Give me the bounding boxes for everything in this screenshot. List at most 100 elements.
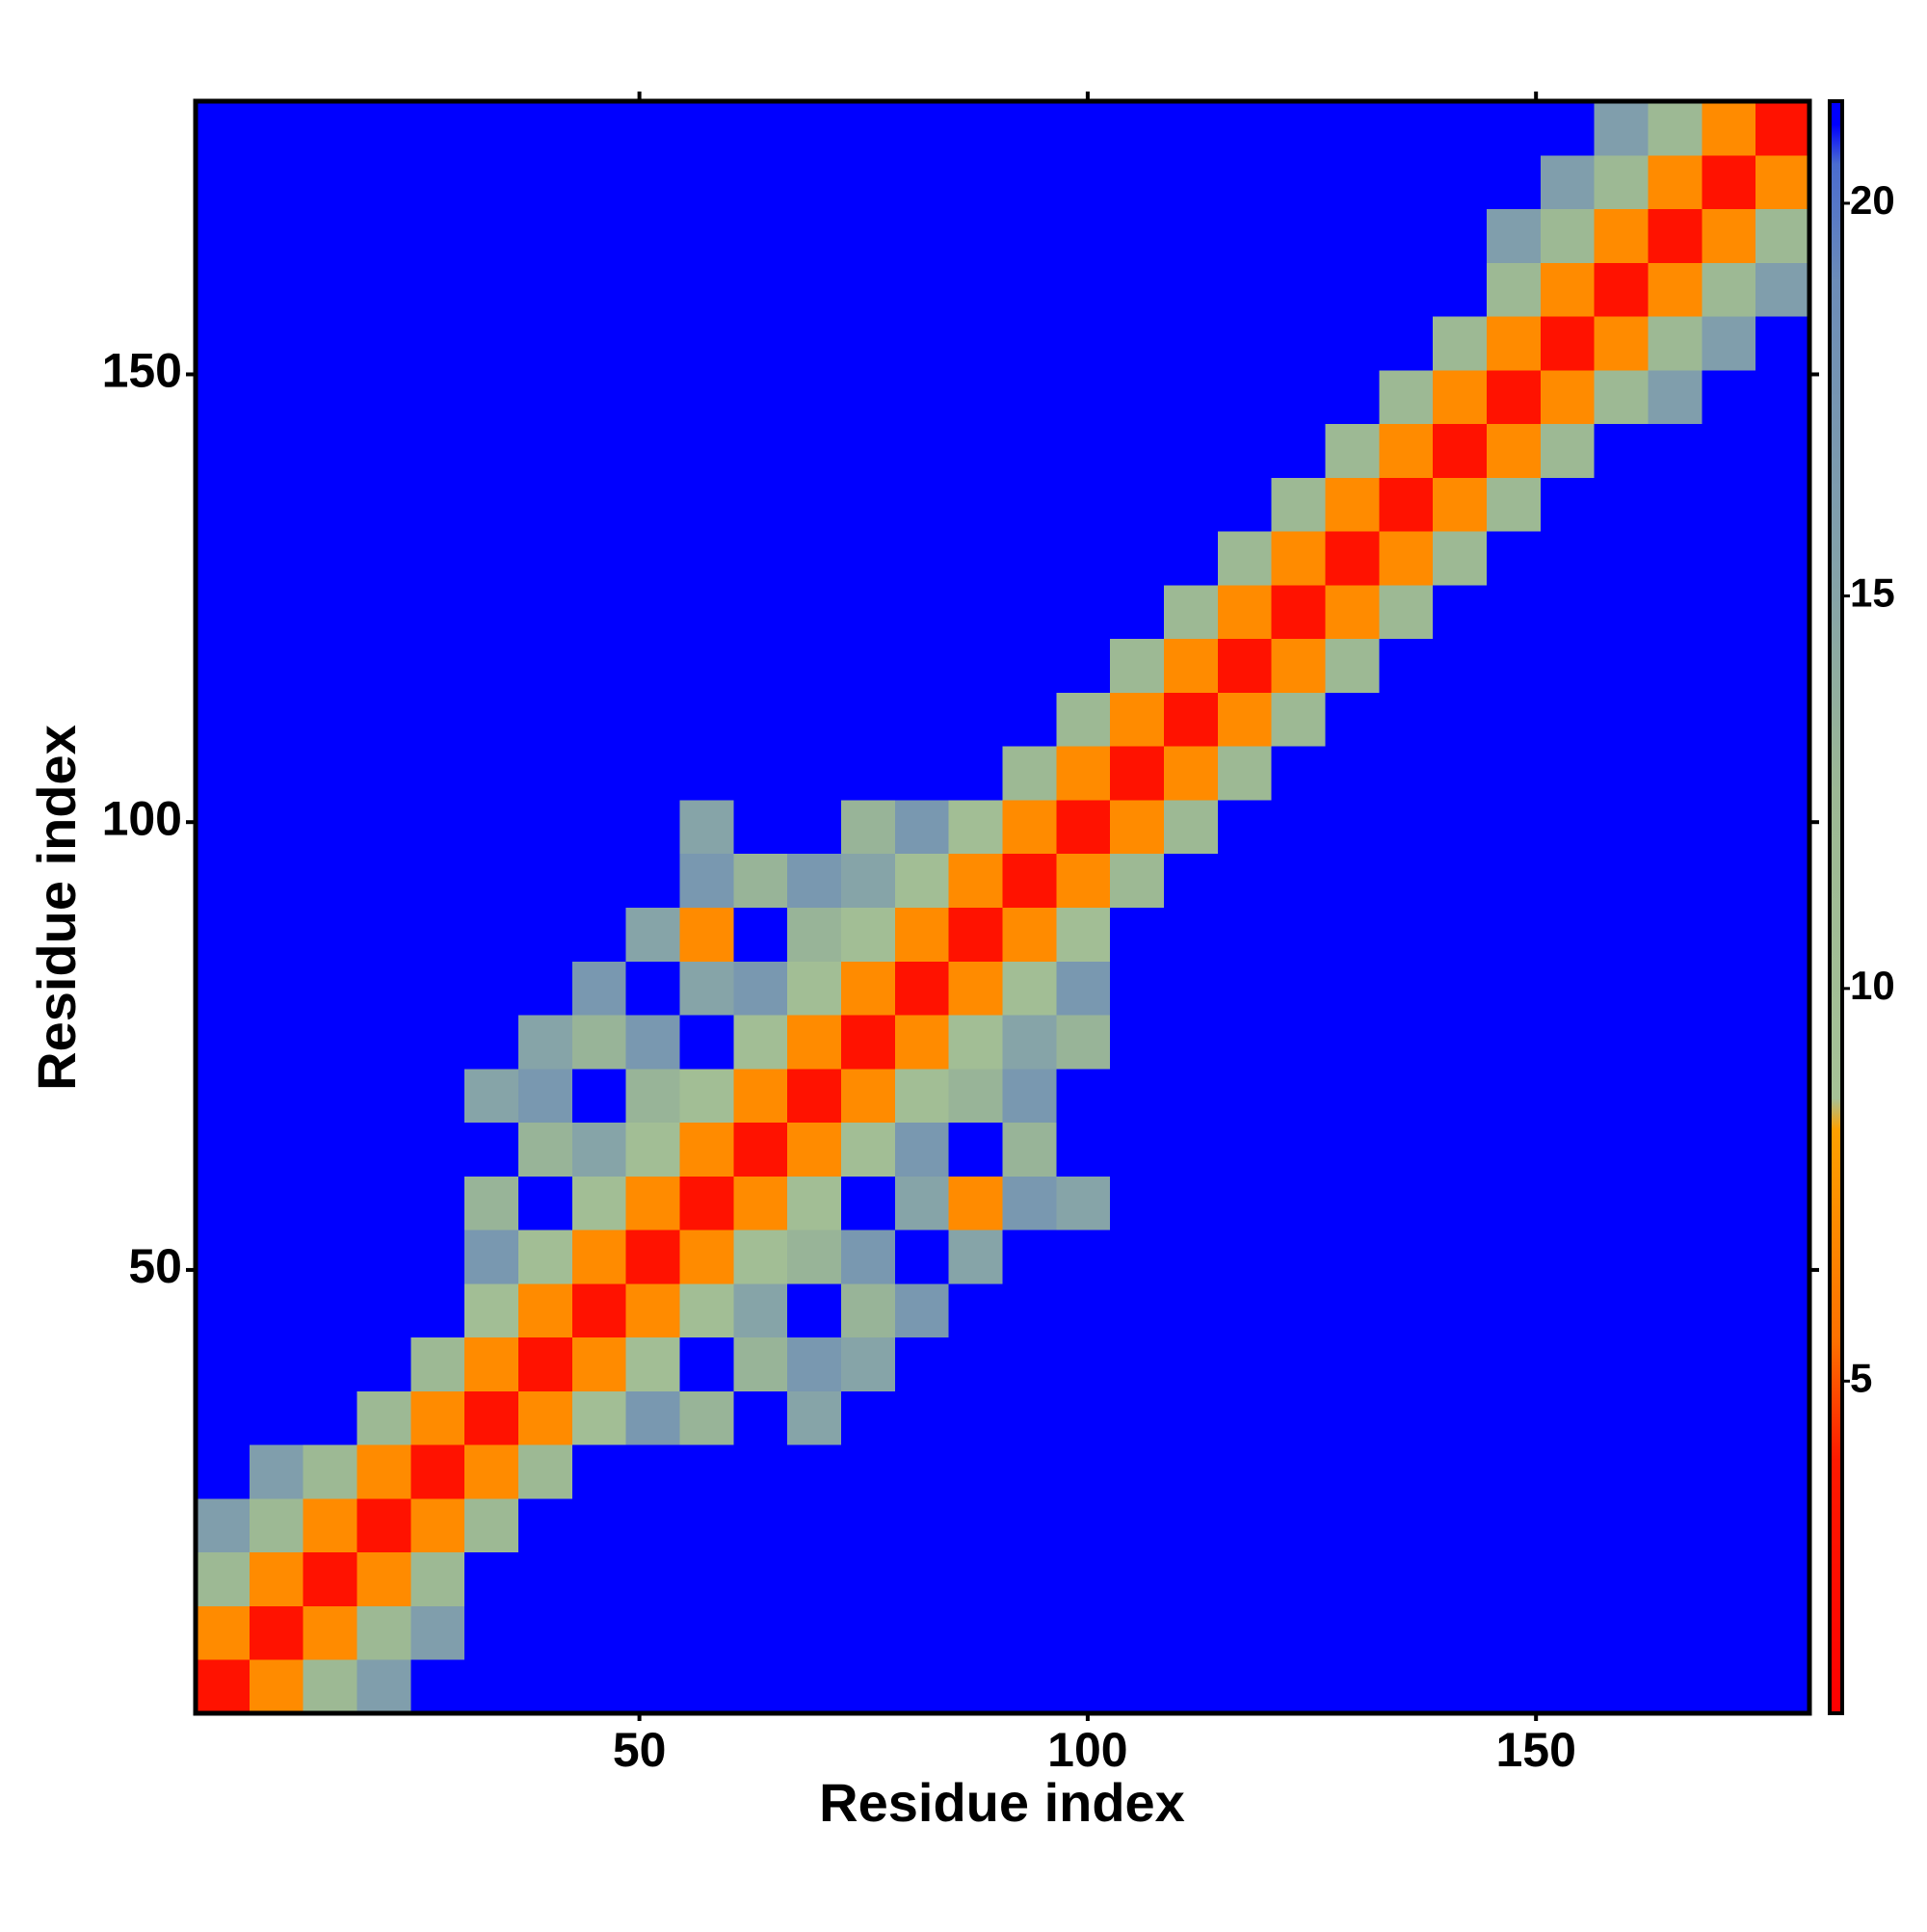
heatmap-cell (733, 584, 788, 640)
heatmap-cell (1540, 1068, 1596, 1124)
heatmap-cell (464, 1337, 519, 1391)
heatmap-cell (1164, 584, 1219, 640)
heatmap-cell (518, 1497, 573, 1553)
heatmap-cell (948, 369, 1003, 425)
heatmap-cell (1648, 369, 1703, 425)
heatmap-cell (1379, 1444, 1434, 1499)
heatmap-cell (1648, 423, 1703, 478)
heatmap-cell (303, 369, 357, 425)
heatmap-cell (249, 531, 304, 586)
heatmap-cell (1379, 477, 1434, 532)
heatmap-cell (1056, 531, 1111, 586)
heatmap-cell (1648, 208, 1703, 263)
heatmap-cell (571, 101, 627, 156)
heatmap-cell (894, 369, 950, 425)
heatmap-cell (410, 531, 465, 586)
heatmap-cell (1487, 799, 1542, 855)
heatmap-cell (894, 423, 950, 478)
heatmap-cell (841, 746, 896, 801)
heatmap-cell (410, 1015, 465, 1070)
heatmap-cell (679, 316, 734, 371)
heatmap-cell (1702, 1337, 1756, 1391)
heatmap-cell (249, 799, 304, 855)
heatmap-cell (1325, 1605, 1380, 1660)
heatmap-cell (1325, 1497, 1380, 1553)
heatmap-cell (1594, 1497, 1649, 1553)
heatmap-cell (1433, 1337, 1488, 1391)
heatmap-cell (948, 154, 1003, 210)
heatmap-cell (787, 907, 842, 962)
heatmap-cell (1594, 1659, 1649, 1714)
heatmap-cell (571, 1444, 627, 1499)
heatmap-cell (1056, 1230, 1111, 1284)
heatmap-cell (356, 477, 411, 532)
heatmap-cell (1487, 1122, 1542, 1177)
heatmap-cell (679, 799, 734, 855)
heatmap-cell (1702, 1497, 1756, 1553)
heatmap-cell (196, 477, 251, 532)
heatmap-cell (1594, 1122, 1649, 1177)
heatmap-cell (948, 1337, 1003, 1391)
heatmap-cell (464, 907, 519, 962)
heatmap-cell (1487, 1230, 1542, 1284)
heatmap-cell (518, 1444, 573, 1499)
heatmap-cell (679, 584, 734, 640)
heatmap-cell (1702, 101, 1756, 156)
heatmap-cell (410, 1283, 465, 1338)
heatmap-cell (1702, 1176, 1756, 1231)
heatmap-cell (733, 1230, 788, 1284)
heatmap-cell (410, 423, 465, 478)
heatmap-cell (1487, 316, 1542, 371)
heatmap-cell (679, 961, 734, 1016)
heatmap-cell (1648, 1497, 1703, 1553)
heatmap-cell (1325, 1230, 1380, 1284)
heatmap-cell (518, 853, 573, 908)
heatmap-cell (1217, 369, 1273, 425)
heatmap-cell (841, 477, 896, 532)
heatmap-cell (948, 1068, 1003, 1124)
heatmap-cell (196, 154, 251, 210)
heatmap-cell (464, 1659, 519, 1714)
heatmap-cell (1594, 1444, 1649, 1499)
heatmap-cell (1755, 1015, 1810, 1070)
heatmap-cell (518, 477, 573, 532)
heatmap-cell (894, 1176, 950, 1231)
heatmap-cell (196, 262, 251, 317)
heatmap-cell (518, 262, 573, 317)
heatmap-cell (303, 907, 357, 962)
heatmap-cell (1110, 531, 1165, 586)
heatmap-cell (1594, 961, 1649, 1016)
heatmap-cell (1325, 799, 1380, 855)
heatmap-cell (1702, 853, 1756, 908)
heatmap-cell (1110, 1337, 1165, 1391)
heatmap-cell (894, 154, 950, 210)
heatmap-cell (1433, 907, 1488, 962)
heatmap-cell (1487, 1605, 1542, 1660)
heatmap-cell (356, 316, 411, 371)
heatmap-cell (1164, 101, 1219, 156)
heatmap-cell (249, 1015, 304, 1070)
heatmap-cell (464, 1283, 519, 1338)
heatmap-cell (1433, 1605, 1488, 1660)
heatmap-cell (571, 477, 627, 532)
heatmap-cell (1487, 423, 1542, 478)
heatmap-cell (1594, 1230, 1649, 1284)
heatmap-cell (1271, 1605, 1326, 1660)
heatmap-cell (1164, 423, 1219, 478)
heatmap-cell (1271, 477, 1326, 532)
heatmap-cell (1217, 1015, 1273, 1070)
heatmap-cell (1056, 692, 1111, 747)
heatmap-cell (948, 1015, 1003, 1070)
heatmap-cell (733, 692, 788, 747)
heatmap-cell (1325, 369, 1380, 425)
heatmap-cell (1379, 1015, 1434, 1070)
heatmap-cell (410, 369, 465, 425)
heatmap-cell (303, 1068, 357, 1124)
heatmap-cell (1755, 477, 1810, 532)
heatmap-cell (303, 584, 357, 640)
heatmap-cell (1755, 1444, 1810, 1499)
heatmap-cell (303, 1122, 357, 1177)
heatmap-cell (464, 1015, 519, 1070)
heatmap-cell (1702, 1444, 1756, 1499)
heatmap-cell (1217, 961, 1273, 1016)
